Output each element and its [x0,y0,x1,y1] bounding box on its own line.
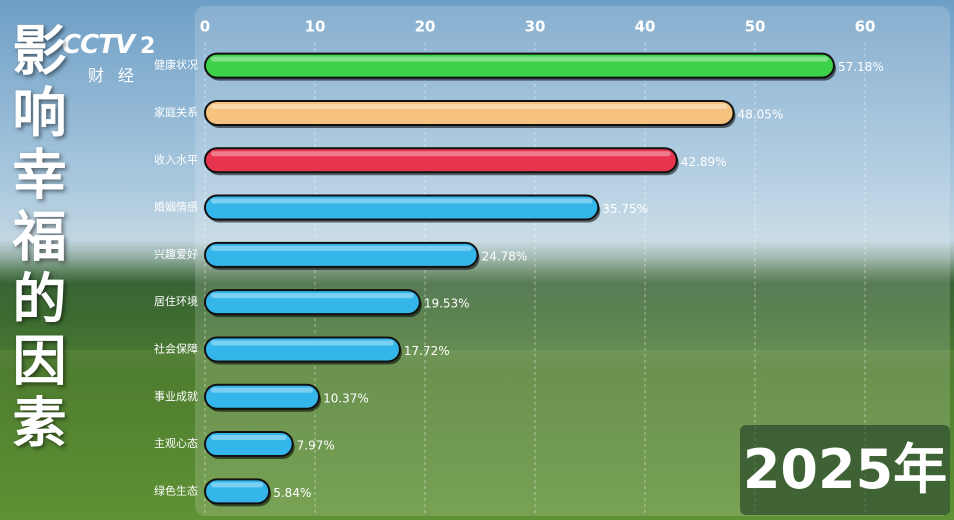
bar [204,336,401,363]
y-tick-label: 健康状况 [154,58,198,72]
bar [204,99,735,126]
y-tick-label: 社会保障 [154,341,198,355]
value-label: 57.18% [838,60,884,74]
bar [204,289,421,316]
bar-highlight [211,340,394,346]
x-tick-label: 0 [200,18,210,36]
bar-highlight [211,387,314,393]
bar [204,194,600,221]
y-tick-label: 绿色生态 [154,483,198,497]
bar [204,431,294,458]
y-tick-label: 主观心态 [154,437,198,450]
x-tick-label: 50 [745,18,766,36]
value-label: 24.78% [482,249,528,263]
bar [204,147,678,174]
value-label: 7.97% [297,439,335,453]
logo: CCTV 2 财经 [62,30,156,85]
y-tick-label: 居住环境 [154,294,198,308]
y-tick-label: 兴趣爱好 [154,247,198,261]
bar-highlight [211,435,287,441]
bar-highlight [211,56,828,62]
value-label: 19.53% [424,297,470,311]
value-label: 10.37% [323,391,369,405]
y-tick-label: 婚姻情感 [154,200,198,214]
x-tick-label: 10 [305,18,326,36]
y-tick-label: 事业成就 [154,389,198,403]
bar-highlight [211,482,264,488]
logo-name: CCTV [62,30,135,60]
bar-highlight [211,151,671,157]
value-label: 42.89% [681,155,727,169]
value-label: 48.05% [738,107,784,121]
bar-highlight [211,293,414,299]
x-tick-label: 60 [855,18,876,36]
chart-title: 影响幸福的因素 [3,22,66,456]
bar-highlight [211,245,472,251]
year-annotation: 2025年 [740,425,950,515]
logo-channel: 2 [140,34,156,59]
bar [204,52,835,79]
value-label: 17.72% [404,344,450,358]
x-tick-label: 40 [635,18,656,36]
bar-highlight [211,103,728,109]
y-tick-label: 收入水平 [154,152,198,166]
y-tick-label: 家庭关系 [154,105,198,119]
bar-highlight [211,198,593,204]
bar [204,383,321,410]
x-tick-label: 30 [525,18,546,36]
bar [204,478,271,505]
logo-label: 财经 [88,66,149,85]
bar [204,241,479,268]
x-tick-label: 20 [415,18,436,36]
value-label: 5.84% [273,486,311,500]
value-label: 35.75% [602,202,648,216]
